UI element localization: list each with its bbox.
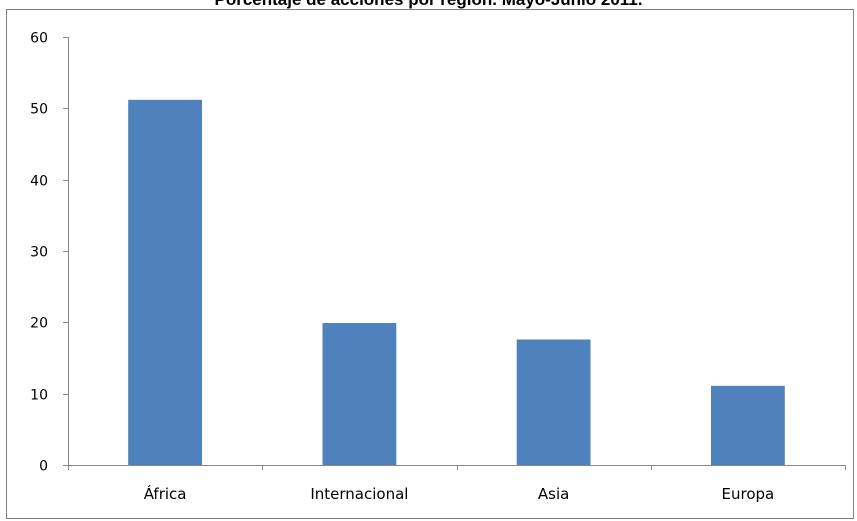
bar-africa [128,99,202,466]
bars-group [128,99,785,466]
y-tick-label: 30 [30,245,48,261]
x-category-label: África [144,484,187,503]
bar-internacional [322,323,397,465]
x-category-label: Internacional [310,485,408,503]
bar-asia [516,339,591,465]
chart-title: Porcentaje de acciones por región. Mayo-… [0,0,857,10]
x-axis: África Internacional Asia Europa [68,465,846,503]
y-tick-label: 20 [30,316,48,332]
y-tick-label: 40 [30,174,48,190]
y-tick-label: 60 [30,31,48,47]
y-tick-label: 10 [30,388,48,404]
y-tick-label: 0 [39,459,48,475]
bar-europa [711,385,785,465]
chart-border [6,9,854,519]
x-category-label: Asia [538,485,569,503]
y-tick-label: 50 [30,102,48,118]
y-axis: 0 10 20 30 40 50 60 [30,31,69,475]
x-category-label: Europa [722,485,775,503]
